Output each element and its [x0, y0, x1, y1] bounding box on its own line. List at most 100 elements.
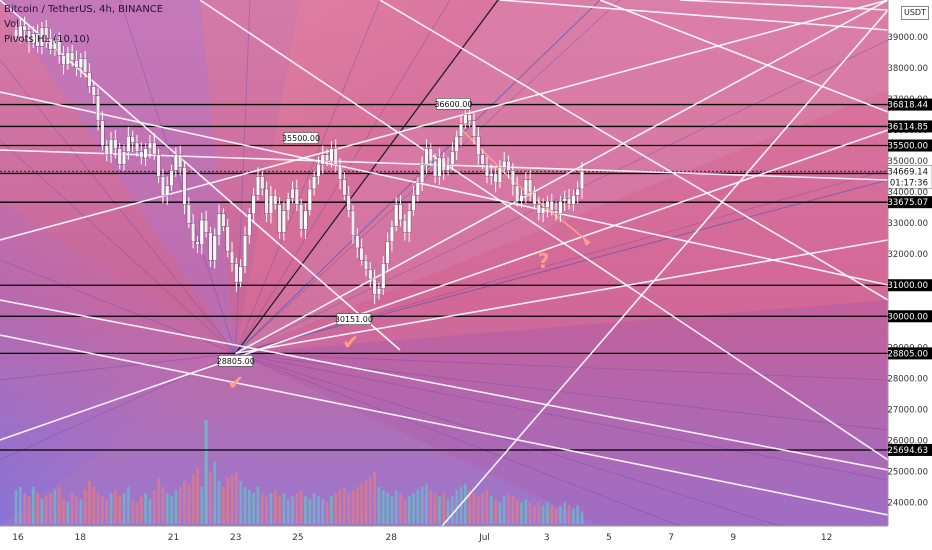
volume-bar	[221, 486, 225, 524]
candle-body	[74, 59, 79, 69]
volume-bar	[213, 462, 217, 524]
volume-bar	[252, 493, 256, 524]
volume-indicator-label[interactable]: Vol	[4, 19, 19, 30]
candle-body	[217, 213, 222, 236]
volume-bar	[101, 496, 104, 524]
volume-bar	[442, 493, 446, 524]
candle-body	[510, 170, 515, 187]
time-tick-label: 16	[12, 533, 24, 543]
volume-bar	[295, 493, 299, 524]
candle-body	[545, 201, 550, 208]
fan-ray	[235, 0, 451, 354]
pivots-indicator-label[interactable]: Pivots HL (10,10)	[4, 34, 90, 45]
volume-bar	[550, 505, 554, 524]
volume-bar	[247, 489, 251, 524]
volume-bar	[308, 499, 312, 524]
candle-body	[368, 269, 373, 280]
candle-body	[225, 226, 230, 252]
volume-bar	[165, 493, 169, 524]
candle-body	[152, 142, 157, 155]
volume-bar	[109, 493, 113, 524]
candle-body	[234, 263, 239, 283]
time-tick-label: 23	[230, 533, 241, 543]
volume-bar	[403, 499, 407, 524]
volume-bar	[230, 474, 234, 524]
candle-body	[372, 278, 377, 295]
volume-bar	[511, 496, 515, 524]
volume-bar	[96, 493, 100, 524]
volume-bar	[122, 493, 126, 524]
candle-body	[528, 179, 533, 193]
candle-body	[70, 52, 75, 61]
volume-bar	[75, 496, 78, 524]
price-tick-label: 26000.00	[887, 436, 928, 446]
volume-bar	[450, 496, 454, 524]
fan-ray	[235, 353, 781, 526]
candle-body	[402, 219, 407, 233]
level-price-badge	[888, 196, 932, 209]
volume-bar	[386, 493, 389, 524]
candle-body	[329, 148, 334, 162]
pivot-label: 28805.00	[217, 355, 255, 367]
volume-bar	[429, 489, 433, 524]
candle-body	[389, 226, 394, 242]
volume-bar	[178, 486, 182, 524]
pivot-label-text: 30151.00	[335, 315, 373, 324]
trend-line	[0, 91, 888, 286]
price-tick-label: 24000.00	[887, 499, 928, 509]
volume-bar	[23, 493, 27, 524]
volume-bar	[49, 493, 52, 524]
currency-badge[interactable]: USDT	[901, 6, 929, 20]
volume-bar	[200, 486, 204, 524]
candle-body	[100, 120, 105, 146]
trend-line	[379, 0, 888, 301]
volume-bar	[364, 480, 368, 524]
candle-body	[580, 171, 584, 190]
volume-bar	[282, 493, 286, 524]
level-price-text: 36818.44	[887, 101, 928, 111]
time-tick-label: 21	[168, 533, 179, 543]
time-tick-label: 18	[74, 533, 86, 543]
time-axis[interactable]: 16 18 21 23 25 28 Jul 3 5 7 9 12	[0, 525, 888, 543]
price-tick-label: 33000.00	[887, 219, 928, 229]
level-price-badge	[888, 139, 932, 152]
volume-bar	[399, 493, 402, 524]
candle-body	[286, 198, 291, 211]
candle-body	[48, 38, 53, 50]
time-tick-label: Jul	[478, 533, 490, 543]
volume-bar	[204, 420, 208, 524]
candle-body	[18, 25, 23, 37]
volume-bar	[546, 502, 549, 524]
volume-bar	[351, 489, 355, 524]
price-axis[interactable]: 39000.0038000.0037000.0036000.0035000.00…	[887, 0, 932, 526]
candle-body	[411, 195, 416, 211]
time-tick-label: 3	[544, 533, 550, 543]
candle-body	[277, 204, 282, 233]
candle-body	[433, 160, 438, 177]
checkmark-annotation: ✔	[342, 330, 359, 354]
candle-body	[178, 154, 183, 168]
candle-body	[256, 176, 260, 196]
volume-bar	[325, 502, 329, 524]
candle-body	[230, 250, 234, 264]
volume-bar	[113, 489, 117, 524]
candle-body	[480, 154, 485, 165]
pivot-label-text: 36600.00	[434, 100, 472, 109]
volume-bar	[537, 502, 541, 524]
symbol-title[interactable]: Bitcoin / TetherUS, 4h, BINANCE	[4, 4, 164, 15]
level-price-text: 35500.00	[887, 142, 928, 152]
annotations: ✔ ✔?	[227, 249, 549, 394]
volume-bar	[126, 486, 130, 524]
fan-sector	[235, 300, 888, 526]
candle-body	[338, 163, 342, 180]
candle-body	[325, 154, 330, 162]
candle-body	[22, 25, 27, 31]
candle-body	[221, 213, 226, 227]
candle-body	[57, 39, 62, 56]
volume-bar	[481, 493, 485, 524]
candle-body	[342, 179, 347, 196]
candle-body	[333, 148, 338, 165]
candle-body	[381, 263, 386, 289]
fan-sector	[0, 0, 236, 354]
